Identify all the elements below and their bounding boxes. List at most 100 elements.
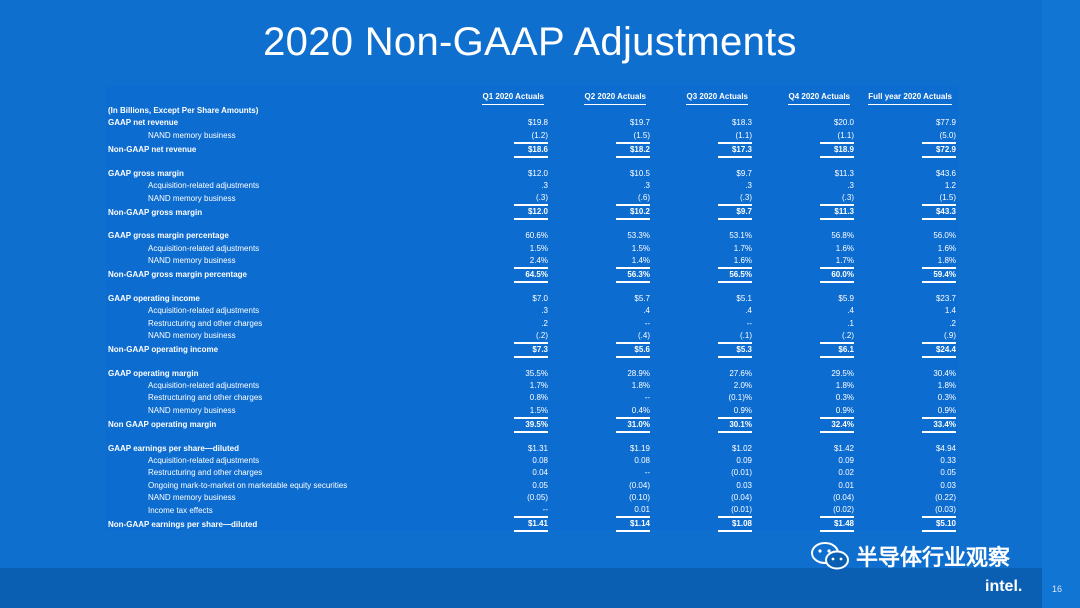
table-row: GAAP operating income $7.0 $5.7 $5.1 $5.9 $23…: [108, 293, 956, 305]
row-value: 1.5%: [446, 405, 548, 418]
row-value: 64.5%: [446, 267, 548, 283]
row-value: .3: [541, 181, 548, 191]
row-value: .2: [949, 318, 956, 328]
row-value: $5.6: [548, 342, 650, 358]
table-row: GAAP gross margin $12.0 $10.5 $9.7 $11.3 $43.…: [108, 168, 956, 180]
table-row: GAAP earnings per share—diluted $1.31 $1.1…: [108, 443, 956, 455]
row-value: 1.5%: [631, 243, 650, 253]
row-label: Acquisition-related adjustments: [148, 381, 260, 391]
row-value: 30.4%: [933, 368, 956, 378]
row-value: (0.03): [854, 504, 956, 518]
row-label: GAAP gross margin: [108, 168, 184, 178]
row-value: 0.8%: [529, 393, 548, 403]
row-label: GAAP earnings per share—diluted: [108, 443, 239, 453]
row-value: .2: [541, 318, 548, 328]
row-value: (.2): [446, 330, 548, 343]
row-value: .3: [541, 306, 548, 316]
table-row: Ongoing mark-to-market on marketable equ…: [108, 479, 956, 491]
row-value: $18.2: [548, 142, 650, 158]
row-label: Non-GAAP gross margin percentage: [108, 270, 247, 280]
slide-footer-bar: [0, 568, 1042, 608]
row-label: GAAP net revenue: [108, 118, 179, 128]
row-label: NAND memory business: [148, 131, 236, 141]
table-header-row: Q1 2020 Actuals Q2 2020 Actuals Q3 2020 …: [108, 91, 956, 105]
row-value: (0.01): [650, 504, 752, 518]
row-value: 0.08: [634, 456, 650, 465]
row-label: Restructuring and other charges: [148, 318, 263, 328]
table-row: GAAP gross margin percentage 60.6% 53.3% 53…: [108, 230, 956, 242]
row-value: 27.6%: [729, 368, 752, 378]
row-value: $11.3: [834, 168, 854, 178]
row-value: 1.8%: [631, 381, 650, 391]
row-value: 1.6%: [937, 243, 956, 253]
row-value: $18.3: [731, 118, 752, 128]
row-value: 1.7%: [733, 243, 752, 253]
column-header-q3: Q3 2020 Actuals: [650, 91, 752, 105]
row-value: 0.04: [532, 468, 548, 478]
table-row: Non-GAAP earnings per share—diluted $1.41…: [108, 517, 956, 533]
row-value: 2.0%: [733, 381, 752, 391]
row-label: Acquisition-related adjustments: [148, 243, 260, 253]
row-value: $5.3: [650, 342, 752, 358]
row-value: 1.4%: [548, 255, 650, 268]
row-value: $1.02: [731, 443, 752, 453]
row-value: $43.3: [854, 205, 956, 221]
table-row: NAND memory business (0.05) (0.10) (0.04) (0…: [108, 492, 956, 504]
slide-right-strip: [1042, 0, 1080, 608]
row-value: .3: [643, 181, 650, 191]
row-value: $24.4: [854, 342, 956, 358]
row-value: 39.5%: [446, 417, 548, 433]
row-value: 0.03: [940, 480, 956, 490]
table-row: Acquisition-related adjustments 1.7% 1.8% 2…: [108, 380, 956, 392]
row-value: (.4): [548, 330, 650, 343]
row-value: $7.3: [446, 342, 548, 358]
row-label: Non-GAAP earnings per share—diluted: [108, 519, 258, 529]
row-value: $18.6: [446, 142, 548, 158]
row-value: $12.0: [446, 205, 548, 221]
row-value: 59.4%: [854, 267, 956, 283]
header-blank: [108, 91, 446, 105]
row-value: 60.0%: [752, 267, 854, 283]
section-spacer: [108, 283, 956, 293]
row-value: (5.0): [854, 130, 956, 143]
table-row: Non-GAAP gross margin percentage 64.5% 56.…: [108, 267, 956, 283]
column-header-q2: Q2 2020 Actuals: [548, 91, 650, 105]
row-value: $1.42: [833, 443, 854, 453]
row-value: .3: [847, 181, 854, 191]
row-label: GAAP operating margin: [108, 368, 199, 378]
row-value: $72.9: [854, 142, 956, 158]
intel-logo: intel.: [985, 578, 1023, 595]
row-label: GAAP operating income: [108, 293, 200, 303]
row-value: $5.10: [854, 517, 956, 533]
row-label: NAND memory business: [148, 331, 236, 341]
row-value: --: [446, 504, 548, 518]
row-value: 1.7%: [529, 381, 548, 391]
row-value: $19.7: [629, 118, 650, 128]
table-row: Restructuring and other charges .2 -- -- .1.…: [108, 317, 956, 329]
column-header-full-year: Full year 2020 Actuals: [854, 91, 956, 105]
row-value: $19.8: [527, 118, 548, 128]
row-label: NAND memory business: [148, 406, 236, 416]
row-value: $7.0: [532, 293, 548, 303]
row-value: (.1): [650, 330, 752, 343]
row-label: Acquisition-related adjustments: [148, 456, 260, 465]
row-value: $11.3: [752, 205, 854, 221]
row-value: .4: [847, 306, 854, 316]
column-header-q4: Q4 2020 Actuals: [752, 91, 854, 105]
row-value: --: [746, 318, 752, 328]
row-value: (0.02): [752, 504, 854, 518]
row-value: (0.10): [629, 492, 650, 502]
table-row: Non GAAP operating margin 39.5% 31.0% 30.1%…: [108, 417, 956, 433]
row-value: (1.5): [548, 130, 650, 143]
section-spacer: [108, 433, 956, 443]
page-number: 16: [1052, 584, 1063, 594]
row-value: $1.19: [629, 443, 650, 453]
row-value: 1.7%: [752, 255, 854, 268]
table-row: NAND memory business (.3) (.6) (.3) (.3) (1.5…: [108, 192, 956, 206]
table-row: NAND memory business (1.2) (1.5) (1.1) (1.1)…: [108, 130, 956, 143]
row-value: $5.9: [838, 293, 854, 303]
row-label: Acquisition-related adjustments: [148, 306, 260, 316]
row-value: (.3): [752, 192, 854, 206]
row-label: Non GAAP operating margin: [108, 420, 217, 430]
row-value: 1.8%: [854, 255, 956, 268]
